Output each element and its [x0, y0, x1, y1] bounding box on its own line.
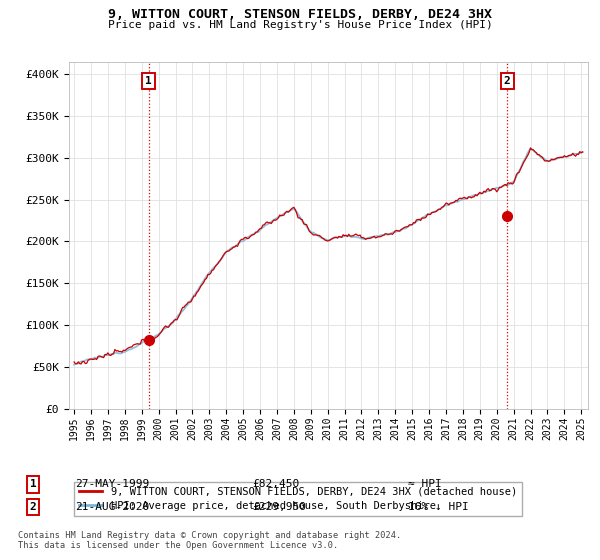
Text: 16% ↓ HPI: 16% ↓ HPI: [408, 502, 469, 512]
Text: £82,450: £82,450: [252, 479, 299, 489]
Text: ≈ HPI: ≈ HPI: [408, 479, 442, 489]
Text: £229,950: £229,950: [252, 502, 306, 512]
Text: Price paid vs. HM Land Registry's House Price Index (HPI): Price paid vs. HM Land Registry's House …: [107, 20, 493, 30]
Text: 27-MAY-1999: 27-MAY-1999: [75, 479, 149, 489]
Text: 9, WITTON COURT, STENSON FIELDS, DERBY, DE24 3HX: 9, WITTON COURT, STENSON FIELDS, DERBY, …: [108, 8, 492, 21]
Text: 1: 1: [29, 479, 37, 489]
Text: 2: 2: [29, 502, 37, 512]
Legend: 9, WITTON COURT, STENSON FIELDS, DERBY, DE24 3HX (detached house), HPI: Average : 9, WITTON COURT, STENSON FIELDS, DERBY, …: [74, 482, 522, 516]
Text: Contains HM Land Registry data © Crown copyright and database right 2024.
This d: Contains HM Land Registry data © Crown c…: [18, 531, 401, 550]
Text: 1: 1: [145, 76, 152, 86]
Text: 2: 2: [504, 76, 511, 86]
Text: 21-AUG-2020: 21-AUG-2020: [75, 502, 149, 512]
